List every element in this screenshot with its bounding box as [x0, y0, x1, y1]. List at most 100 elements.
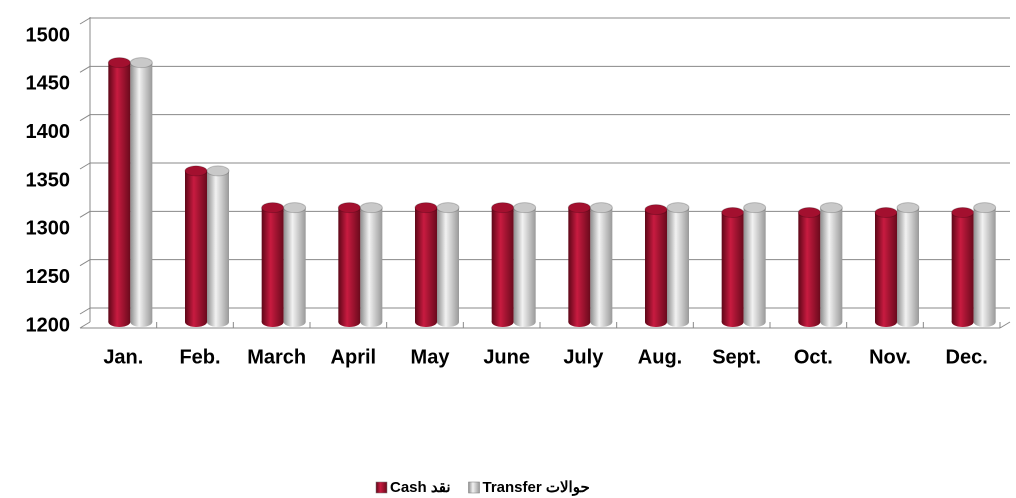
- bar: [207, 170, 229, 322]
- bar-top: [184, 165, 208, 177]
- x-tick-label: April: [331, 346, 377, 368]
- bar: [437, 207, 459, 322]
- bar: [185, 170, 207, 322]
- bar: [261, 207, 284, 322]
- legend-swatch: [468, 481, 480, 494]
- bar: [491, 207, 514, 322]
- bar: [108, 62, 131, 323]
- bar-base: [108, 317, 131, 327]
- grid-tick: [79, 65, 91, 73]
- y-tick-label: 1400: [26, 121, 71, 143]
- x-tick-label: May: [411, 346, 451, 368]
- bar-base: [645, 317, 667, 327]
- x-tick-label: Oct.: [794, 346, 833, 368]
- bar: [743, 207, 766, 322]
- bar-base: [951, 317, 974, 327]
- y-tick-label: 1450: [26, 73, 71, 95]
- bar: [590, 207, 613, 322]
- bar: [897, 207, 919, 322]
- bar-top: [973, 202, 997, 214]
- bar: [645, 209, 667, 322]
- grid-tick: [79, 259, 91, 267]
- legend-label: Cash نقد: [390, 479, 451, 496]
- x-tick-label: Jan.: [103, 346, 143, 368]
- y-tick-label: 1300: [26, 218, 71, 240]
- x-tick-label: June: [483, 346, 530, 368]
- bar-top: [283, 202, 307, 214]
- bar-base: [437, 317, 459, 327]
- x-tick-label: Aug.: [638, 346, 682, 368]
- y-tick-label: 1350: [26, 169, 71, 191]
- grid-tick: [79, 17, 91, 25]
- bar-top: [666, 202, 690, 214]
- bar: [513, 207, 536, 322]
- bar-base: [667, 317, 689, 327]
- axis-line: [79, 321, 91, 329]
- bar-base: [973, 317, 996, 327]
- bar-top: [129, 57, 153, 69]
- x-tick-label: Dec.: [946, 346, 988, 368]
- bar-base: [875, 317, 897, 327]
- bar: [360, 207, 383, 322]
- bar: [667, 207, 689, 322]
- bar-top: [567, 202, 591, 214]
- legend-swatch: [375, 481, 388, 494]
- y-tick-label: 1500: [26, 24, 71, 46]
- bar-base: [261, 317, 284, 327]
- bar-base: [338, 317, 361, 327]
- grid-tick: [79, 210, 91, 218]
- bar: [721, 212, 744, 322]
- bar-base: [897, 317, 919, 327]
- bar-base: [207, 317, 229, 327]
- y-tick-label: 1200: [26, 314, 71, 336]
- bar-top: [589, 202, 613, 214]
- bar-base: [513, 317, 536, 327]
- x-tick-label: March: [247, 346, 306, 368]
- bar-base: [360, 317, 383, 327]
- bar: [973, 207, 996, 322]
- bar: [820, 207, 843, 322]
- bar-top: [644, 204, 668, 216]
- bar: [130, 62, 153, 323]
- grid-tick: [79, 307, 91, 315]
- bar-top: [359, 202, 383, 214]
- bar-base: [798, 317, 821, 327]
- bar-top: [261, 202, 285, 214]
- grid-tick: [79, 114, 91, 122]
- bar-top: [951, 207, 975, 218]
- x-tick-label: Feb.: [179, 346, 220, 368]
- bar-top: [491, 202, 515, 214]
- bar-base: [283, 317, 306, 327]
- grid-tick: [79, 162, 91, 170]
- bar-base: [721, 317, 744, 327]
- bar-top: [107, 57, 131, 69]
- bar: [798, 212, 821, 322]
- legend-label: Transfer حوالات: [483, 479, 590, 496]
- bar: [951, 212, 974, 322]
- bar: [283, 207, 306, 322]
- bar-top: [874, 207, 898, 218]
- bar-base: [415, 317, 437, 327]
- bar: [568, 207, 591, 322]
- x-tick-label: Nov.: [869, 346, 911, 368]
- floor-line: [999, 321, 1011, 329]
- bar-base: [568, 317, 591, 327]
- bar: [338, 207, 361, 322]
- bar-top: [206, 165, 230, 177]
- bar-top: [436, 202, 460, 214]
- x-tick-label: Sept.: [712, 346, 761, 368]
- bar-base: [185, 317, 207, 327]
- bar: [875, 212, 897, 322]
- bar-top: [337, 202, 361, 214]
- x-tick-label: July: [563, 346, 604, 368]
- bar-top: [797, 207, 821, 218]
- bar-top: [896, 202, 920, 214]
- bar-top: [721, 207, 745, 218]
- bar-top: [819, 202, 843, 214]
- bar-top: [513, 202, 537, 214]
- bar-top: [743, 202, 767, 214]
- bar-base: [743, 317, 766, 327]
- bar-top: [414, 202, 438, 214]
- bar: [415, 207, 437, 322]
